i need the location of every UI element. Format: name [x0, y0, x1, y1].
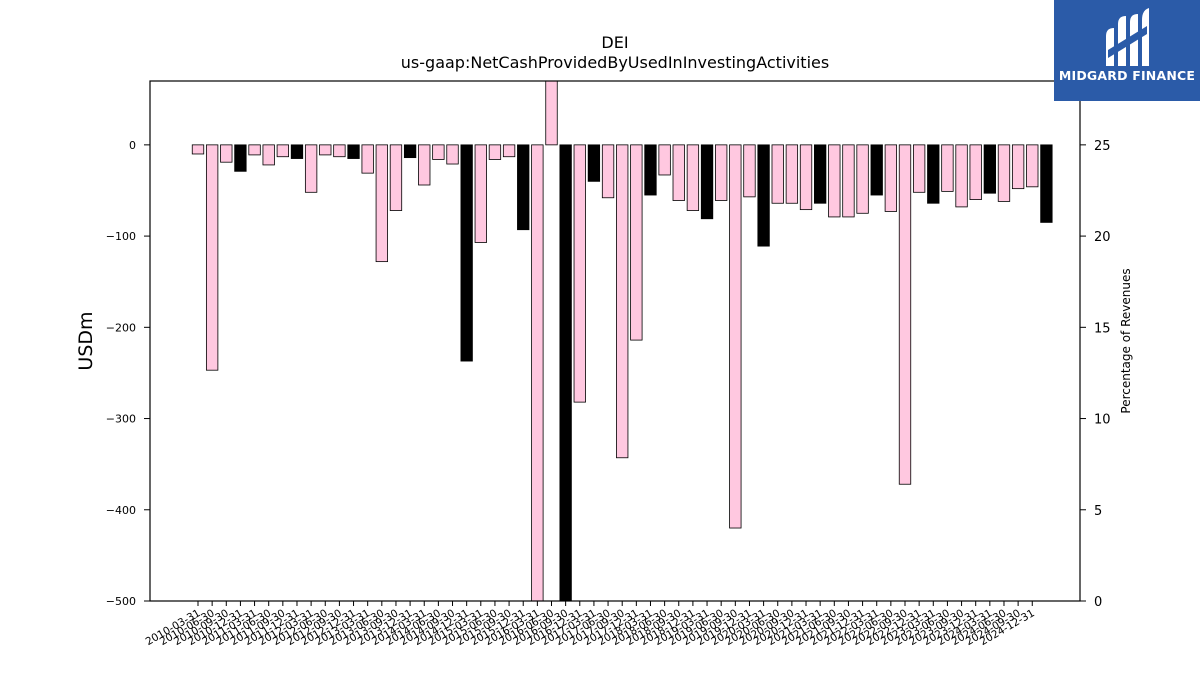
bar	[785, 144, 799, 204]
bar	[969, 144, 982, 201]
bar	[884, 144, 898, 212]
bar	[1011, 144, 1025, 190]
bar	[531, 144, 544, 602]
bar	[319, 144, 332, 156]
bar	[955, 144, 968, 208]
bar	[191, 144, 205, 155]
y-axis-label: USDm	[75, 311, 97, 370]
bar	[729, 144, 742, 529]
bar	[630, 144, 643, 341]
bar	[488, 144, 502, 160]
bar	[205, 144, 219, 371]
bar	[290, 144, 304, 159]
y2-tick-label: 25	[1094, 139, 1111, 154]
bar	[983, 144, 996, 194]
bar	[1040, 144, 1053, 223]
y2-tick-label: 20	[1094, 230, 1111, 245]
bar	[474, 144, 487, 243]
bar	[842, 144, 855, 218]
bar	[771, 144, 784, 204]
y2-axis-label: Percentage of Revenues	[1119, 268, 1133, 413]
bar	[460, 144, 473, 362]
bar	[870, 144, 883, 196]
bar	[502, 144, 516, 158]
bar	[616, 144, 629, 459]
bar	[757, 144, 770, 247]
y2-tick-label: 5	[1094, 504, 1102, 519]
bar	[304, 144, 318, 193]
bar	[220, 144, 233, 163]
bar	[997, 144, 1011, 202]
bar	[545, 80, 558, 146]
bar	[856, 144, 869, 214]
brand-logo: MIDGARD FINANCE	[1054, 0, 1200, 101]
bar	[248, 144, 261, 156]
bar	[814, 144, 827, 204]
y-tick-label: −500	[106, 595, 136, 608]
y-tick-label: −200	[106, 321, 136, 334]
bar	[644, 144, 657, 196]
bar	[573, 144, 586, 403]
y-tick-label: 0	[129, 139, 136, 152]
bar	[941, 144, 954, 192]
bars-group	[191, 80, 1053, 602]
bar	[587, 144, 601, 182]
bar	[828, 144, 841, 218]
bar	[559, 144, 572, 602]
bar	[743, 144, 756, 198]
bar	[276, 144, 289, 158]
brand-name: MIDGARD FINANCE	[1058, 68, 1196, 83]
bar	[446, 144, 459, 165]
bar	[517, 144, 530, 231]
bar	[927, 144, 940, 204]
y2-tick-label: 0	[1094, 595, 1102, 610]
chart-title: DEI	[601, 33, 628, 52]
bar	[898, 144, 912, 485]
chart-subtitle: us-gaap:NetCashProvidedByUsedInInvesting…	[401, 53, 829, 72]
bar	[672, 144, 685, 201]
bar	[389, 144, 403, 211]
bar	[686, 144, 700, 211]
bar	[347, 144, 360, 159]
bar	[361, 144, 374, 174]
bar	[799, 144, 813, 211]
bar	[262, 144, 275, 166]
bar	[418, 144, 431, 186]
y-tick-label: −400	[106, 504, 136, 517]
bar	[912, 144, 926, 193]
bar	[432, 144, 445, 160]
y-tick-label: −300	[106, 413, 136, 426]
bar	[700, 144, 714, 220]
bar	[375, 144, 388, 263]
plot-frame	[149, 80, 1081, 602]
bar	[715, 144, 728, 201]
midgard-logo-icon	[1106, 8, 1149, 66]
bar	[1026, 144, 1039, 188]
bar	[658, 144, 671, 176]
bar	[601, 144, 615, 199]
bar	[333, 144, 346, 158]
y-tick-label: −100	[106, 230, 136, 243]
y2-tick-label: 10	[1094, 413, 1111, 428]
axes-group: 0−100−200−300−400−500 05101520252010-03-3…	[106, 80, 1111, 648]
bar	[234, 144, 247, 172]
y2-tick-label: 15	[1094, 321, 1111, 336]
bar	[403, 144, 417, 159]
